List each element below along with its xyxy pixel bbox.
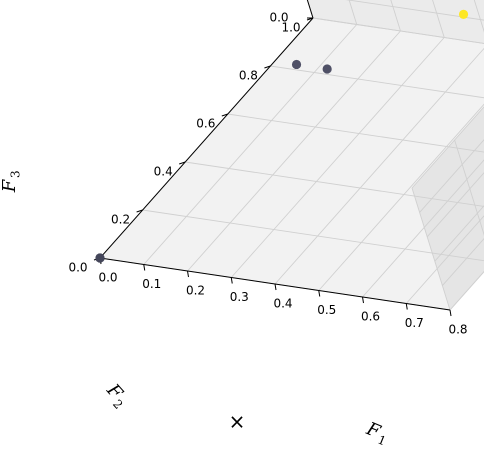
reference-marker: × <box>229 410 246 434</box>
grid-line-floor-y <box>185 161 484 207</box>
z-tick-label: 0.0 <box>269 11 288 25</box>
grid-line-side-y <box>454 139 484 236</box>
y-tick-label: 0.6 <box>196 117 215 131</box>
grid-line-back-x <box>432 0 445 38</box>
grid-line-floor-x <box>318 103 484 291</box>
grid-line-back-z <box>345 0 484 21</box>
grid-line-back-x <box>473 0 484 33</box>
grid-line-back-x <box>390 0 401 32</box>
y-tick-label: 1.0 <box>281 21 300 35</box>
x-tick-label: 0.2 <box>186 284 205 298</box>
grid-line-floor-x <box>274 47 484 285</box>
grid-line-side-z <box>442 238 484 286</box>
x-tick-mark <box>318 290 321 297</box>
x-tick-label: 0.1 <box>142 277 161 291</box>
scatter-point <box>95 253 105 263</box>
x-tick-mark <box>405 303 408 310</box>
grid-line-side-z <box>426 172 484 238</box>
grid-line-side-z <box>411 106 484 189</box>
x-tick-mark <box>143 264 146 271</box>
floor-pane <box>100 18 484 310</box>
x-tick-label: 0.8 <box>448 323 467 337</box>
x-tick-mark <box>274 283 277 291</box>
y-tick-mark <box>136 209 143 213</box>
grid-line-floor-y <box>142 209 484 262</box>
grid-line-floor-x <box>230 37 445 278</box>
y-axis-line <box>99 17 314 259</box>
axis-panes <box>100 0 484 310</box>
grid-line-floor-x <box>143 24 358 265</box>
z-axis-title-letter: F <box>0 178 20 193</box>
grid-line-floor-y <box>227 113 484 153</box>
y-tick-label: 0.0 <box>68 261 87 275</box>
y-tick-label: 0.4 <box>154 165 173 179</box>
back-pane <box>307 0 484 44</box>
grid-line-back-z <box>312 17 484 44</box>
x-tick-mark <box>230 277 233 284</box>
grid-line-floor-x <box>187 30 401 272</box>
y-axis-title: F2 <box>102 379 128 412</box>
grid-line-floor-x <box>362 159 484 298</box>
y-tick-mark <box>179 161 186 165</box>
grid-line-back-x <box>348 0 358 25</box>
z-axis-title-subscript: 3 <box>9 170 23 178</box>
grid-line-side-z <box>434 205 484 262</box>
scatter-point <box>291 59 302 70</box>
x-tick-label: 0.6 <box>361 310 380 324</box>
grid-line-floor-x <box>405 215 484 304</box>
z-axis-title: F3 <box>0 170 23 193</box>
x-tick-label: 0.0 <box>98 271 117 285</box>
grid-line-side-z <box>419 139 484 213</box>
grid-line-side-y <box>411 187 451 311</box>
grid-line-floor-y <box>270 65 484 99</box>
scatter-point <box>458 9 469 19</box>
y-tick-label: 0.8 <box>239 69 258 83</box>
data-points: × <box>95 9 469 434</box>
x-axis-title: F1 <box>363 418 389 448</box>
y-tick-mark <box>264 65 271 69</box>
x-tick-label: 0.7 <box>405 316 424 330</box>
x-tick-label: 0.5 <box>317 303 336 317</box>
x-tick-mark <box>449 309 452 317</box>
x-tick-mark <box>187 270 189 278</box>
x-tick-mark <box>362 296 364 304</box>
y-tick-label: 0.2 <box>111 213 130 227</box>
y-tick-mark <box>221 113 228 117</box>
x-tick-label: 0.4 <box>273 297 292 311</box>
scatter-point <box>322 64 332 74</box>
x-tick-label: 0.3 <box>230 290 249 304</box>
